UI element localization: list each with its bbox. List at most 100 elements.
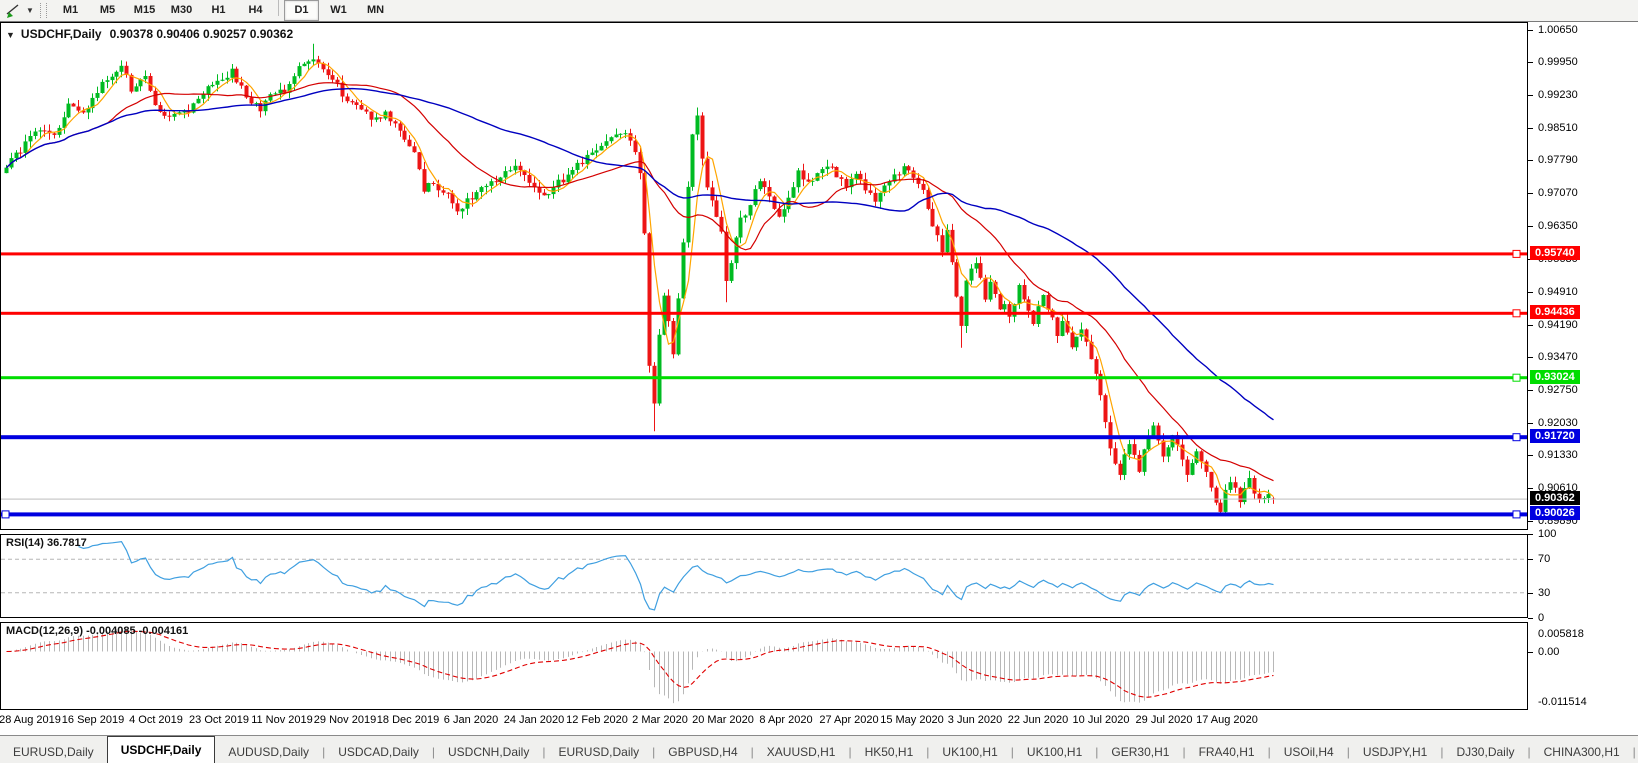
chart-tab-ger30-11[interactable]: GER30,H1 bbox=[1111, 745, 1170, 759]
panel-splitter[interactable] bbox=[0, 618, 1528, 622]
price-tick-mark bbox=[1528, 226, 1533, 227]
candle-body bbox=[422, 169, 427, 192]
candle-body bbox=[714, 200, 719, 217]
chart-tab-eurusd-5[interactable]: EURUSD,Daily bbox=[558, 745, 640, 759]
candle-body bbox=[887, 181, 892, 186]
chart-tab-uk100-9[interactable]: UK100,H1 bbox=[942, 745, 998, 759]
candle-body bbox=[724, 231, 729, 281]
timeframe-button-m30[interactable]: M30 bbox=[170, 4, 193, 16]
candle-body bbox=[311, 59, 316, 62]
candle-body bbox=[28, 136, 33, 142]
candle-body bbox=[1137, 454, 1142, 472]
chart-tab-gbpusd-6[interactable]: GBPUSD,H4 bbox=[668, 745, 738, 759]
chart-tab-eurusd-0[interactable]: EURUSD,Daily bbox=[13, 745, 94, 759]
candle-body bbox=[834, 167, 839, 178]
candle-body bbox=[417, 152, 422, 170]
price-tick-mark bbox=[1528, 357, 1533, 358]
macd-panel: MACD(12,26,9) -0.004085 -0.004161 bbox=[0, 622, 1528, 715]
candle-body bbox=[522, 170, 527, 175]
timeframe-button-m5[interactable]: M5 bbox=[99, 4, 116, 16]
chart-tab-usoil-13[interactable]: USOil,H4 bbox=[1283, 745, 1334, 759]
candle-body bbox=[1022, 285, 1027, 300]
timeframe-button-m15[interactable]: M15 bbox=[133, 4, 156, 16]
candle-body bbox=[1156, 425, 1161, 441]
candle-body bbox=[14, 152, 19, 159]
candle-body bbox=[806, 179, 811, 182]
level-handle[interactable] bbox=[1512, 249, 1521, 258]
candle-body bbox=[388, 111, 393, 122]
chart-tab-usdcad-3[interactable]: USDCAD,Daily bbox=[338, 745, 419, 759]
chart-tab-hk50-8[interactable]: HK50,H1 bbox=[864, 745, 914, 759]
candle-body bbox=[844, 178, 849, 188]
dropdown-arrow-icon[interactable]: ▼ bbox=[26, 6, 34, 15]
tab-separator: | bbox=[848, 745, 852, 759]
candle-body bbox=[278, 89, 283, 94]
candle-body bbox=[153, 90, 158, 106]
timeframe-button-h4[interactable]: H4 bbox=[248, 4, 263, 16]
candle-body bbox=[1007, 304, 1012, 317]
candle-body bbox=[71, 103, 76, 107]
candle-body bbox=[926, 189, 931, 209]
date-axis-label: 29 Nov 2019 bbox=[313, 714, 377, 726]
chart-tab-fra40-12[interactable]: FRA40,H1 bbox=[1198, 745, 1255, 759]
macd-plot-border bbox=[0, 622, 1528, 710]
level-handle[interactable] bbox=[1512, 510, 1521, 519]
date-axis-label: 15 May 2020 bbox=[880, 714, 944, 726]
date-axis: 28 Aug 2019 16 Sep 2019 4 Oct 2019 23 Oct 2… bbox=[0, 712, 1528, 732]
candle-body bbox=[710, 187, 715, 201]
level-handle[interactable] bbox=[1512, 373, 1521, 382]
candle-body bbox=[1180, 444, 1185, 460]
level-handle[interactable] bbox=[1512, 433, 1521, 442]
candle-body bbox=[1266, 494, 1271, 498]
timeframe-button-d1[interactable]: D1 bbox=[284, 0, 319, 21]
rsi-plot-border bbox=[0, 534, 1528, 618]
chart-tab-xauusd-7[interactable]: XAUUSD,H1 bbox=[766, 745, 836, 759]
horizontal-level-line[interactable] bbox=[1, 435, 1527, 440]
timeframe-button-mn[interactable]: MN bbox=[366, 4, 385, 16]
candle-body bbox=[81, 110, 86, 113]
current-price-line bbox=[1, 498, 1527, 500]
horizontal-level-line[interactable] bbox=[1, 512, 1527, 517]
price-axis-column: 1.00650 0.99950 0.99230 0.98510 0.97790 0.970… bbox=[1528, 22, 1638, 734]
candle-body bbox=[345, 96, 350, 102]
candle-body bbox=[1247, 478, 1252, 489]
candle-body bbox=[1074, 336, 1079, 348]
timeframe-button-h1[interactable]: H1 bbox=[211, 4, 226, 16]
price-tick-mark bbox=[1528, 455, 1533, 456]
chart-tab-dj30-15[interactable]: DJ30,Daily bbox=[1456, 745, 1515, 759]
price-tick-label: 0.97790 bbox=[1538, 154, 1578, 166]
candle-body bbox=[916, 177, 921, 184]
candle-body bbox=[791, 187, 796, 198]
chart-tab-usdjpy-14[interactable]: USDJPY,H1 bbox=[1362, 745, 1428, 759]
chart-tab-china300-16[interactable]: CHINA300,H1 bbox=[1543, 745, 1620, 759]
line-tool-icon[interactable] bbox=[2, 2, 24, 20]
candle-body bbox=[287, 84, 292, 93]
date-axis-label: 24 Jan 2020 bbox=[503, 714, 565, 726]
candle-body bbox=[460, 208, 465, 212]
candle-body bbox=[969, 268, 974, 281]
date-axis-label: 10 Jul 2020 bbox=[1072, 714, 1130, 726]
timeframe-button-m1[interactable]: M1 bbox=[62, 4, 79, 16]
timeframe-button-w1[interactable]: W1 bbox=[330, 4, 347, 16]
toolbar-separator bbox=[278, 0, 279, 16]
candle-body bbox=[556, 179, 561, 188]
horizontal-level-line[interactable] bbox=[1, 252, 1527, 256]
candle-body bbox=[527, 175, 532, 183]
horizontal-level-line[interactable] bbox=[1, 376, 1527, 380]
chart-collapse-icon[interactable]: ▼ bbox=[6, 30, 15, 40]
chart-tab-audusd-2[interactable]: AUDUSD,Daily bbox=[228, 745, 310, 759]
price-tick-label: 0.94190 bbox=[1538, 319, 1578, 331]
candle-body bbox=[484, 185, 489, 188]
horizontal-level-line[interactable] bbox=[1, 311, 1527, 315]
level-handle[interactable] bbox=[1, 510, 10, 519]
chart-tab-usdchf-1[interactable]: USDCHF,Daily bbox=[106, 736, 216, 763]
panel-splitter[interactable] bbox=[0, 530, 1528, 534]
candle-body bbox=[114, 71, 119, 77]
chart-tab-usdcnh-4[interactable]: USDCNH,Daily bbox=[448, 745, 530, 759]
candle-body bbox=[306, 61, 311, 64]
candle-body bbox=[4, 167, 9, 174]
candle-body bbox=[1132, 444, 1137, 455]
candle-body bbox=[129, 74, 134, 92]
chart-tab-uk100-10[interactable]: UK100,H1 bbox=[1026, 745, 1083, 759]
level-handle[interactable] bbox=[1512, 309, 1521, 318]
